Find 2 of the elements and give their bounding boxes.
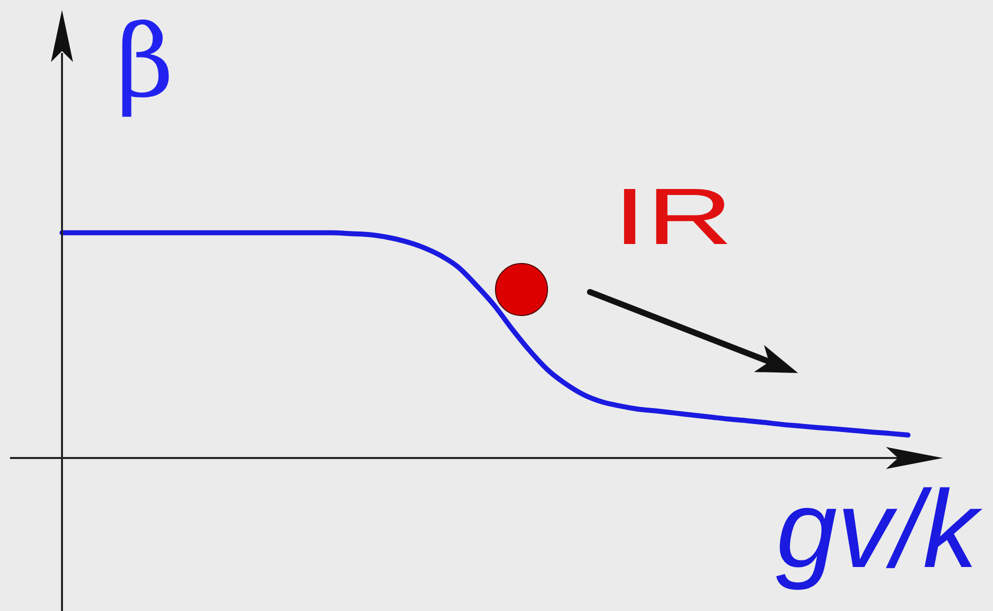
annotation: IR (613, 172, 733, 261)
y-axis-title: β (116, 3, 174, 120)
